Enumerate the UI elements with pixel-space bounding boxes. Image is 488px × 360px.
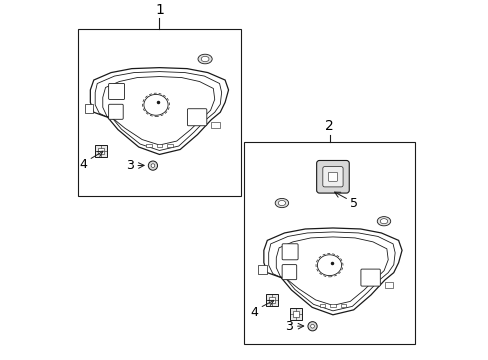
Ellipse shape: [317, 255, 341, 276]
Bar: [329, 304, 335, 307]
Text: 1: 1: [155, 3, 163, 17]
FancyBboxPatch shape: [360, 269, 380, 286]
Text: 4: 4: [80, 158, 87, 171]
FancyBboxPatch shape: [108, 104, 123, 119]
Bar: [95, 145, 106, 157]
Bar: [268, 297, 274, 303]
Bar: [319, 304, 325, 307]
Bar: [211, 122, 219, 128]
Bar: [146, 144, 152, 147]
FancyBboxPatch shape: [322, 167, 343, 187]
Text: 3: 3: [126, 159, 134, 172]
FancyBboxPatch shape: [187, 109, 206, 126]
Text: 3: 3: [285, 320, 293, 333]
Circle shape: [151, 164, 155, 167]
Ellipse shape: [201, 57, 208, 62]
Polygon shape: [264, 228, 401, 315]
Ellipse shape: [198, 54, 212, 64]
FancyBboxPatch shape: [316, 161, 348, 193]
Bar: [84, 104, 93, 113]
Bar: [156, 144, 162, 147]
Bar: [98, 148, 103, 154]
Text: 2: 2: [325, 120, 333, 134]
Text: 4: 4: [250, 306, 258, 319]
Bar: [244, 143, 414, 345]
Ellipse shape: [380, 219, 387, 224]
Ellipse shape: [143, 94, 168, 115]
Bar: [340, 304, 346, 307]
FancyBboxPatch shape: [108, 84, 124, 99]
Ellipse shape: [275, 198, 288, 208]
Circle shape: [310, 324, 314, 328]
Text: 5: 5: [349, 197, 358, 210]
Bar: [167, 144, 172, 147]
Polygon shape: [90, 68, 228, 154]
Circle shape: [148, 161, 157, 170]
Ellipse shape: [376, 217, 390, 226]
Bar: [265, 294, 277, 306]
Bar: [78, 29, 241, 195]
FancyBboxPatch shape: [328, 172, 337, 181]
Bar: [289, 308, 301, 320]
Bar: [258, 265, 266, 274]
FancyBboxPatch shape: [282, 265, 296, 280]
Ellipse shape: [278, 201, 285, 206]
Bar: [384, 282, 392, 288]
Circle shape: [307, 321, 317, 331]
FancyBboxPatch shape: [282, 244, 298, 260]
Bar: [292, 311, 298, 317]
